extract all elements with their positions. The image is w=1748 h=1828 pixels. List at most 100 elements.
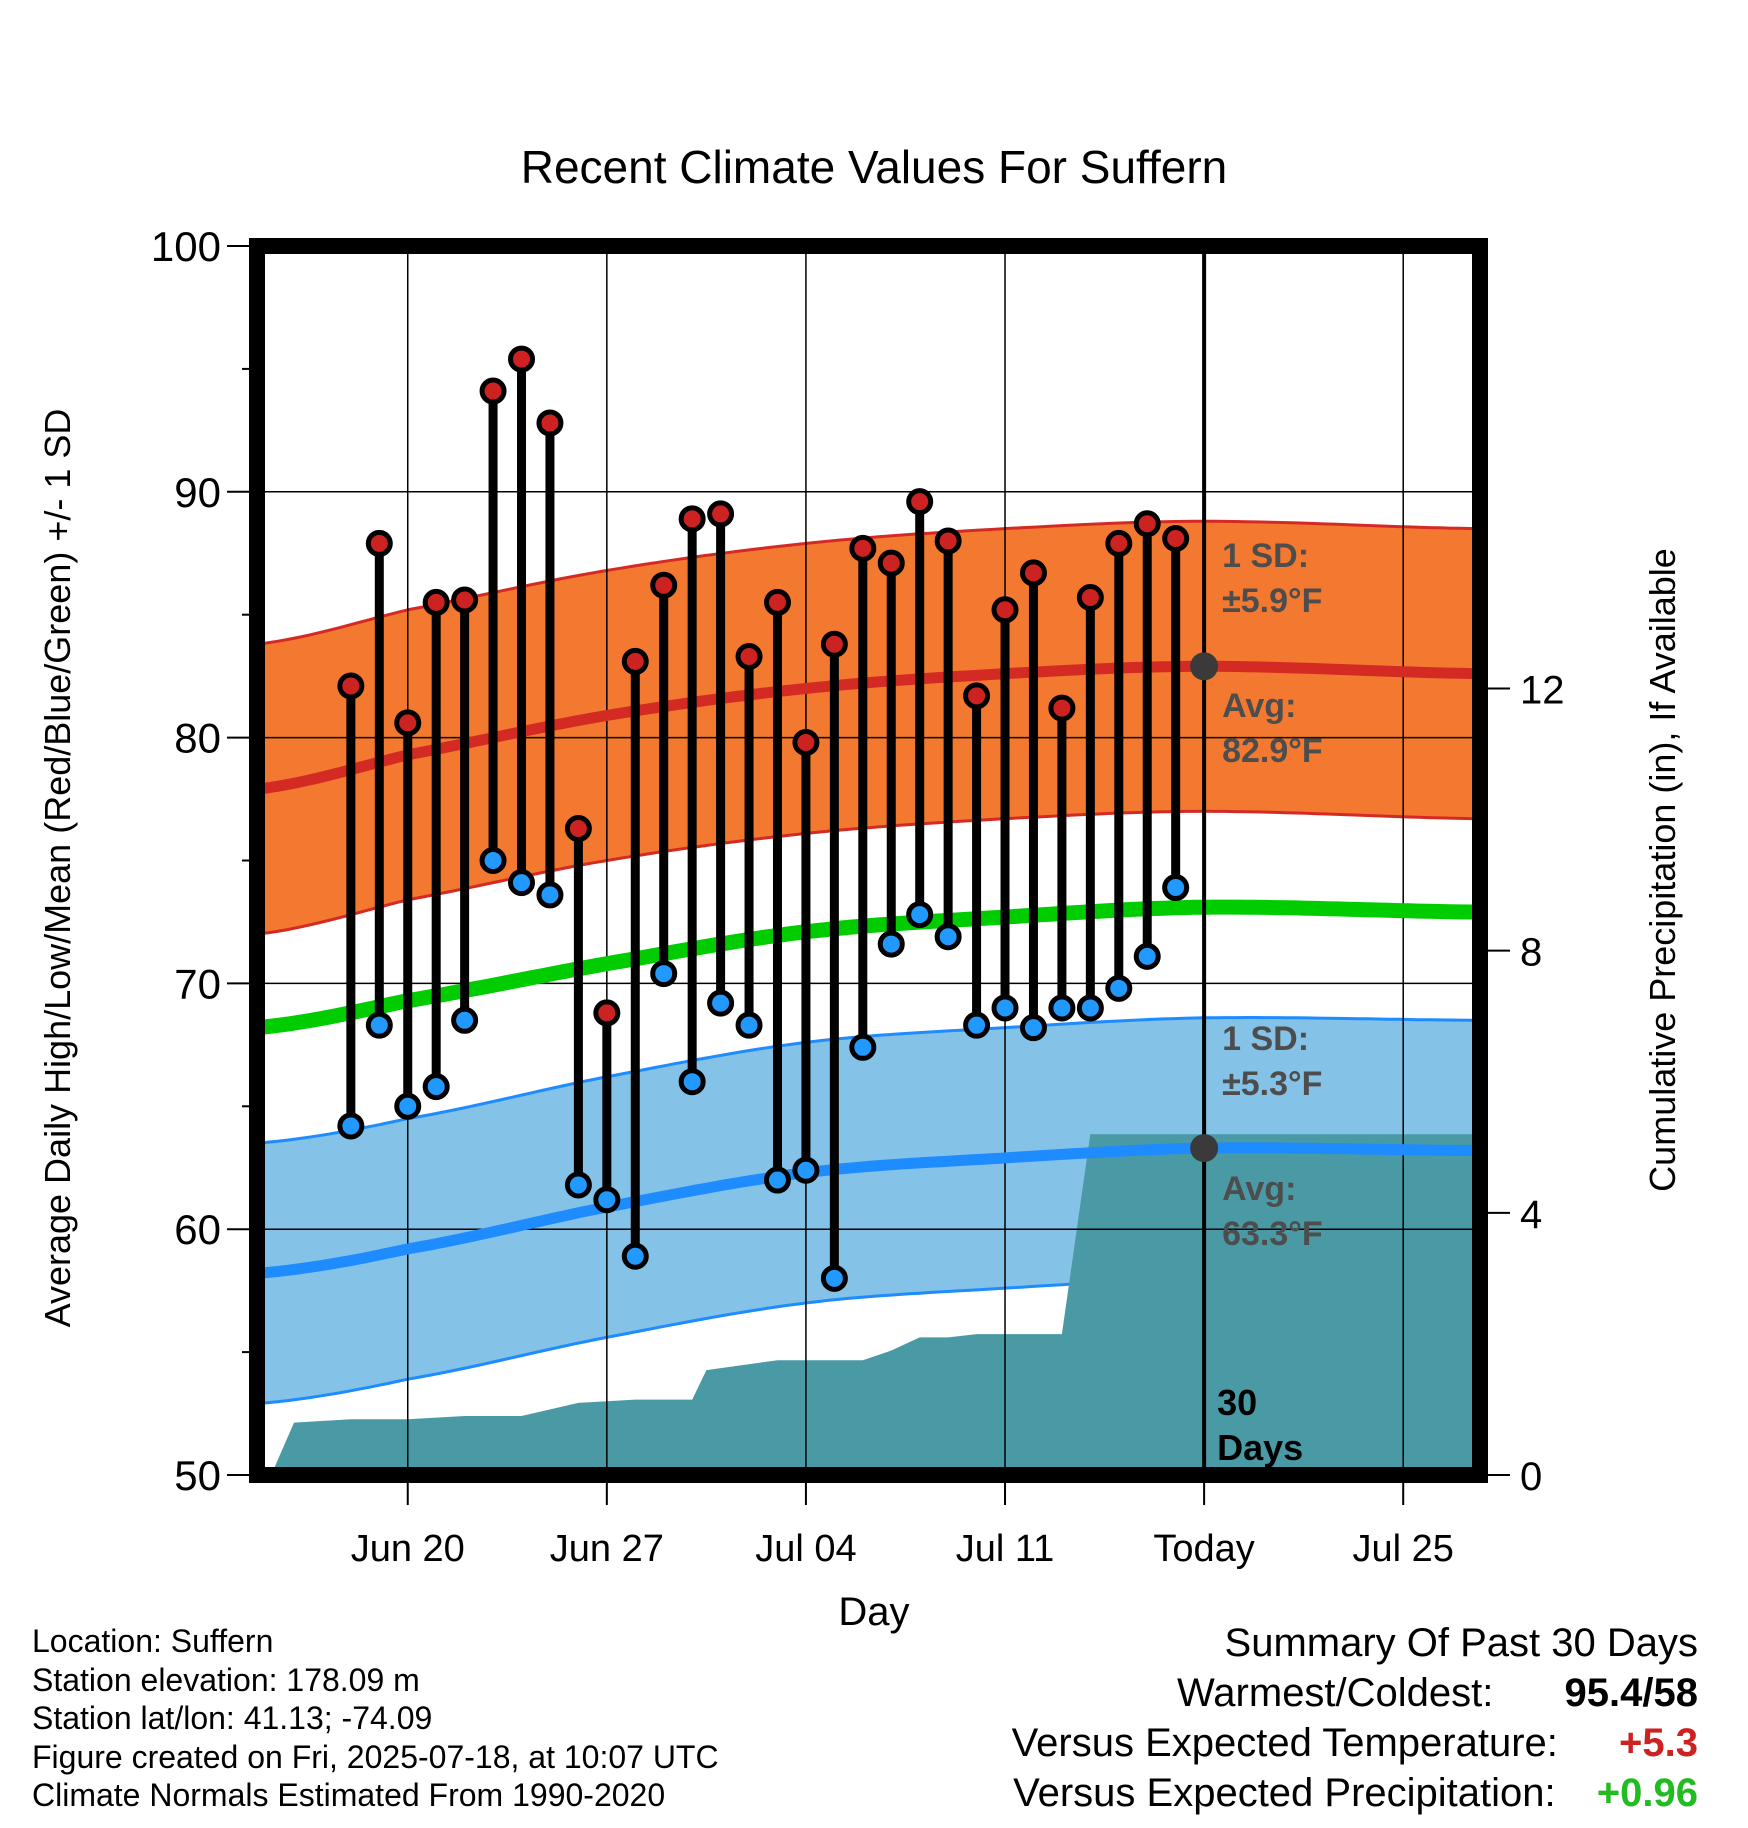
warm-cold-value: 95.4/58 — [1564, 1671, 1698, 1715]
daily-low-point — [365, 1011, 393, 1039]
daily-low-point — [337, 1112, 365, 1140]
daily-low-point — [451, 1006, 479, 1034]
daily-low-point — [564, 1171, 592, 1199]
x-tick-label: Jul 04 — [755, 1528, 856, 1570]
daily-high-point — [963, 682, 991, 710]
temp-label: Versus Expected Temperature: — [1011, 1721, 1558, 1765]
daily-low-point — [906, 901, 934, 929]
daily-low-point — [934, 923, 962, 951]
daily-high-point — [1105, 529, 1133, 557]
y2-axis-label: Cumulative Precipitation (in), If Availa… — [1642, 548, 1683, 1192]
daily-high-point — [763, 588, 791, 616]
daily-low-point — [508, 869, 536, 897]
y2-tick-label: 4 — [1520, 1193, 1542, 1237]
daily-low-point — [650, 960, 678, 988]
daily-high-point — [650, 571, 678, 599]
plot-area: 1 SD: ±5.9°F Avg: 82.9°F 1 SD: ±5.3°F Avg: 63.3… — [257, 246, 1480, 1475]
low-avg-value: 63.3°F — [1222, 1215, 1323, 1253]
daily-high-point — [508, 345, 536, 373]
y-tick-label: 100 — [151, 223, 221, 270]
normals-text: Climate Normals Estimated From 1990-2020 — [32, 1777, 666, 1813]
daily-low-point — [877, 930, 905, 958]
daily-high-point — [735, 642, 763, 670]
daily-low-point — [678, 1068, 706, 1096]
daily-low-point — [991, 994, 1019, 1022]
y-tick-label: 60 — [174, 1206, 221, 1253]
daily-low-point — [394, 1092, 422, 1120]
low-sd-label: 1 SD: — [1222, 1020, 1309, 1058]
station-info: Location: Suffern Station elevation: 178… — [32, 1622, 719, 1815]
x-tick-label: Jul 25 — [1353, 1528, 1454, 1570]
daily-high-point — [394, 709, 422, 737]
high-sd-value: ±5.9°F — [1222, 582, 1322, 620]
elevation-text: Station elevation: 178.09 m — [32, 1661, 420, 1698]
avg-low-line — [257, 1142, 1480, 1279]
latlon-text: Station lat/lon: 41.13; -74.09 — [32, 1700, 433, 1736]
low-avg-label: Avg: — [1222, 1170, 1296, 1208]
high-sd-label: 1 SD: — [1222, 537, 1309, 575]
x-tick-label: Today — [1153, 1528, 1254, 1570]
daily-high-point — [1162, 525, 1190, 553]
x-tick-label: Jun 27 — [550, 1528, 664, 1570]
y-tick-label: 80 — [174, 715, 221, 762]
daily-high-point — [1133, 510, 1161, 538]
days-word-label: Days — [1217, 1427, 1303, 1468]
avg-low-today-marker — [1190, 1134, 1219, 1163]
summary-panel: Summary Of Past 30 Days Warmest/Coldest:… — [1012, 1618, 1698, 1818]
daily-low-point — [1162, 874, 1190, 902]
daily-high-point — [849, 534, 877, 562]
daily-high-point — [1048, 694, 1076, 722]
daily-high-point — [365, 529, 393, 557]
daily-low-point — [849, 1033, 877, 1061]
precip-area — [271, 1134, 1480, 1475]
avg-high-today-marker — [1190, 652, 1219, 681]
chart-title: Recent Climate Values For Suffern — [521, 141, 1228, 193]
warm-cold-label: Warmest/Coldest: — [1177, 1671, 1494, 1715]
daily-high-point — [621, 647, 649, 675]
summary-precip: Versus Expected Precipitation: +0.96 — [1012, 1768, 1698, 1818]
y-axis-label: Average Daily High/Low/Mean (Red/Blue/Gr… — [37, 409, 78, 1328]
daily-low-point — [1133, 942, 1161, 970]
daily-low-point — [707, 989, 735, 1017]
daily-low-point — [422, 1073, 450, 1101]
temp-value: +5.3 — [1619, 1721, 1698, 1765]
daily-high-point — [820, 630, 848, 658]
daily-low-point — [1048, 994, 1076, 1022]
high-avg-label: Avg: — [1222, 687, 1296, 725]
daily-low-point — [735, 1011, 763, 1039]
created-text: Figure created on Fri, 2025-07-18, at 10… — [32, 1738, 719, 1775]
x-tick-label: Jun 20 — [351, 1528, 465, 1570]
daily-low-point — [1076, 994, 1104, 1022]
daily-high-point — [422, 588, 450, 616]
daily-low-point — [621, 1242, 649, 1270]
daily-low-point — [792, 1156, 820, 1184]
low-sd-value: ±5.3°F — [1222, 1065, 1322, 1103]
daily-low-point — [1105, 974, 1133, 1002]
y-tick-label: 50 — [174, 1452, 221, 1499]
days-count-label: 30 — [1217, 1382, 1257, 1423]
daily-high-point — [479, 377, 507, 405]
daily-high-point — [906, 488, 934, 516]
daily-low-point — [593, 1186, 621, 1214]
daily-high-point — [593, 999, 621, 1027]
high-avg-value: 82.9°F — [1222, 732, 1323, 770]
daily-high-point — [934, 527, 962, 555]
y2-tick-label: 0 — [1520, 1455, 1542, 1499]
precip-value: +0.96 — [1596, 1771, 1698, 1815]
y2-tick-label: 12 — [1520, 668, 1565, 712]
summary-warm-cold: Warmest/Coldest: 95.4/58 — [1012, 1668, 1698, 1718]
daily-low-point — [963, 1011, 991, 1039]
daily-high-point — [564, 815, 592, 843]
daily-high-point — [678, 505, 706, 533]
daily-low-point — [820, 1264, 848, 1292]
daily-high-point — [707, 500, 735, 528]
daily-high-point — [877, 549, 905, 577]
daily-low-point — [536, 881, 564, 909]
y2-tick-label: 8 — [1520, 931, 1542, 975]
x-axis-label: Day — [838, 1590, 909, 1634]
daily-high-point — [337, 672, 365, 700]
location-text: Location: Suffern — [32, 1623, 274, 1659]
summary-temp: Versus Expected Temperature: +5.3 — [1012, 1718, 1698, 1768]
daily-low-point — [1019, 1014, 1047, 1042]
